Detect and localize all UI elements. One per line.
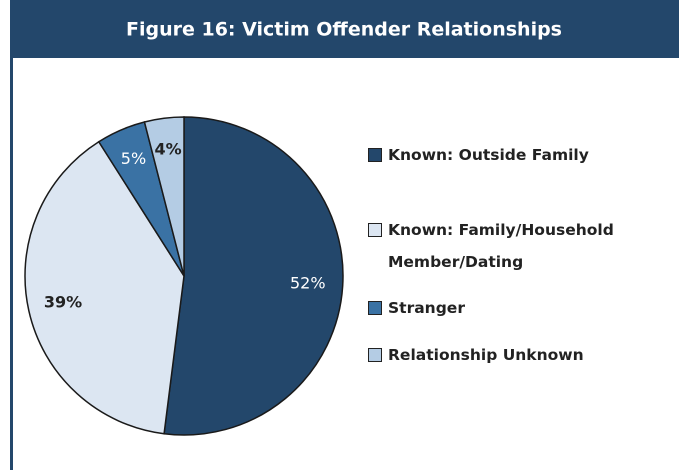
legend-swatch — [368, 223, 382, 237]
legend-item: Stranger — [368, 292, 673, 324]
legend-label: Known: Outside Family — [388, 146, 589, 164]
title-bar — [10, 0, 679, 58]
frame-border — [10, 58, 13, 470]
legend-label: Stranger — [388, 299, 465, 317]
legend-swatch — [368, 301, 382, 315]
chart-title: Figure 16: Victim Offender Relationships — [126, 19, 562, 41]
legend-swatch — [368, 348, 382, 362]
legend-item: Relationship Unknown — [368, 339, 673, 371]
data-label: 52% — [290, 273, 326, 292]
data-label: 39% — [44, 293, 82, 312]
pie-slice — [163, 116, 344, 436]
legend-label: Relationship Unknown — [388, 346, 584, 364]
data-label: 5% — [121, 149, 146, 168]
data-label: 4% — [154, 139, 181, 158]
legend-swatch — [368, 148, 382, 162]
legend-item: Known: Family/Household Member/Dating — [368, 214, 673, 278]
legend-label: Known: Family/Household Member/Dating — [388, 221, 614, 271]
pie-slice — [143, 116, 185, 277]
legend-item: Known: Outside Family — [368, 139, 673, 171]
